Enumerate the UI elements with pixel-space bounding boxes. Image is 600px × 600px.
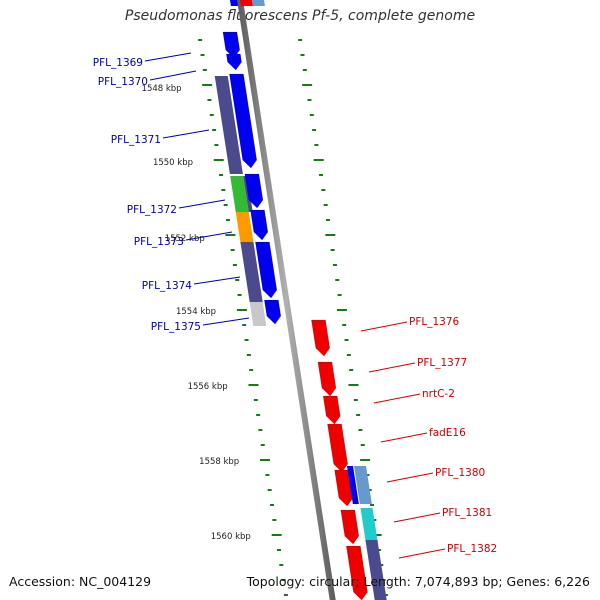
forward-gene-arrow bbox=[225, 53, 242, 71]
label-leader-line bbox=[380, 432, 428, 443]
cog-block bbox=[230, 176, 249, 212]
scale-label: 1552 kbp bbox=[165, 234, 205, 244]
reverse-gene-label: nrtC-2 bbox=[422, 388, 455, 400]
forward-gene-label: PFL_1373 bbox=[134, 236, 184, 248]
label-leader-line bbox=[368, 362, 416, 373]
reverse-gene-label: PFL_1381 bbox=[442, 507, 492, 519]
label-leader-line bbox=[144, 52, 192, 62]
forward-gene-arrow bbox=[346, 466, 359, 504]
forward-gene-arrow bbox=[229, 73, 258, 169]
forward-gene-arrow bbox=[255, 241, 278, 299]
reverse-gene-arrow bbox=[311, 319, 331, 357]
forward-gene-label: PFL_1374 bbox=[142, 280, 193, 292]
cog-block bbox=[365, 540, 387, 600]
label-leader-line bbox=[149, 70, 197, 81]
label-leader-line bbox=[178, 199, 226, 209]
label-leader-line bbox=[193, 276, 241, 285]
scale-label: 1550 kbp bbox=[153, 158, 193, 168]
cog-block bbox=[252, 0, 265, 6]
backbone-line bbox=[237, 0, 336, 600]
cog-block bbox=[353, 466, 372, 504]
scale-label: 1554 kbp bbox=[176, 307, 216, 317]
cog-block bbox=[249, 302, 267, 326]
cog-block bbox=[243, 176, 253, 212]
label-leader-line bbox=[373, 393, 421, 404]
forward-gene-label: PFL_1375 bbox=[151, 321, 201, 333]
reverse-gene-label: PFL_1380 bbox=[435, 467, 485, 479]
forward-gene-label: PFL_1371 bbox=[111, 134, 161, 146]
forward-gene-label: PFL_1372 bbox=[127, 204, 177, 216]
cog-block bbox=[360, 508, 378, 542]
accession-text: Accession: NC_004129 bbox=[9, 574, 152, 589]
label-leader-line bbox=[162, 129, 210, 139]
reverse-gene-arrow bbox=[334, 469, 354, 507]
reverse-gene-arrow bbox=[340, 509, 360, 545]
label-leader-line bbox=[386, 472, 434, 483]
forward-gene-label: PFL_1369 bbox=[93, 57, 143, 69]
reverse-gene-arrow bbox=[346, 545, 368, 600]
reverse-gene-label: PFL_1377 bbox=[417, 357, 467, 369]
cog-block bbox=[235, 212, 254, 242]
reverse-gene-arrow bbox=[322, 395, 341, 425]
forward-gene-arrow bbox=[264, 299, 282, 325]
reverse-gene-arrow bbox=[240, 0, 253, 6]
label-leader-line bbox=[360, 321, 408, 332]
scale-label: 1558 kbp bbox=[199, 457, 239, 467]
label-leader-line bbox=[398, 548, 446, 559]
reverse-gene-label: PFL_1382 bbox=[447, 543, 497, 555]
scale-label: 1560 kbp bbox=[211, 532, 251, 542]
cog-block bbox=[214, 76, 243, 174]
reverse-gene-arrow bbox=[317, 361, 337, 397]
label-leader-line bbox=[202, 317, 250, 326]
reverse-gene-label: PFL_1376 bbox=[409, 316, 460, 328]
map-title: Pseudomonas fluorescens Pf-5, complete g… bbox=[124, 8, 476, 24]
forward-gene-arrow bbox=[250, 209, 269, 241]
scale-label: 1556 kbp bbox=[188, 382, 228, 392]
topology-text: Topology: circular; Length: 7,074,893 bp… bbox=[246, 574, 590, 589]
reverse-gene-arrow bbox=[327, 423, 349, 473]
reverse-gene-label: fadE16 bbox=[429, 427, 466, 439]
label-leader-line bbox=[393, 512, 441, 523]
scale-label: 1548 kbp bbox=[142, 84, 182, 94]
cog-block bbox=[240, 242, 263, 302]
forward-gene-arrow bbox=[244, 173, 264, 209]
forward-gene-label: PFL_1370 bbox=[98, 76, 148, 88]
label-leader-line bbox=[185, 231, 233, 241]
